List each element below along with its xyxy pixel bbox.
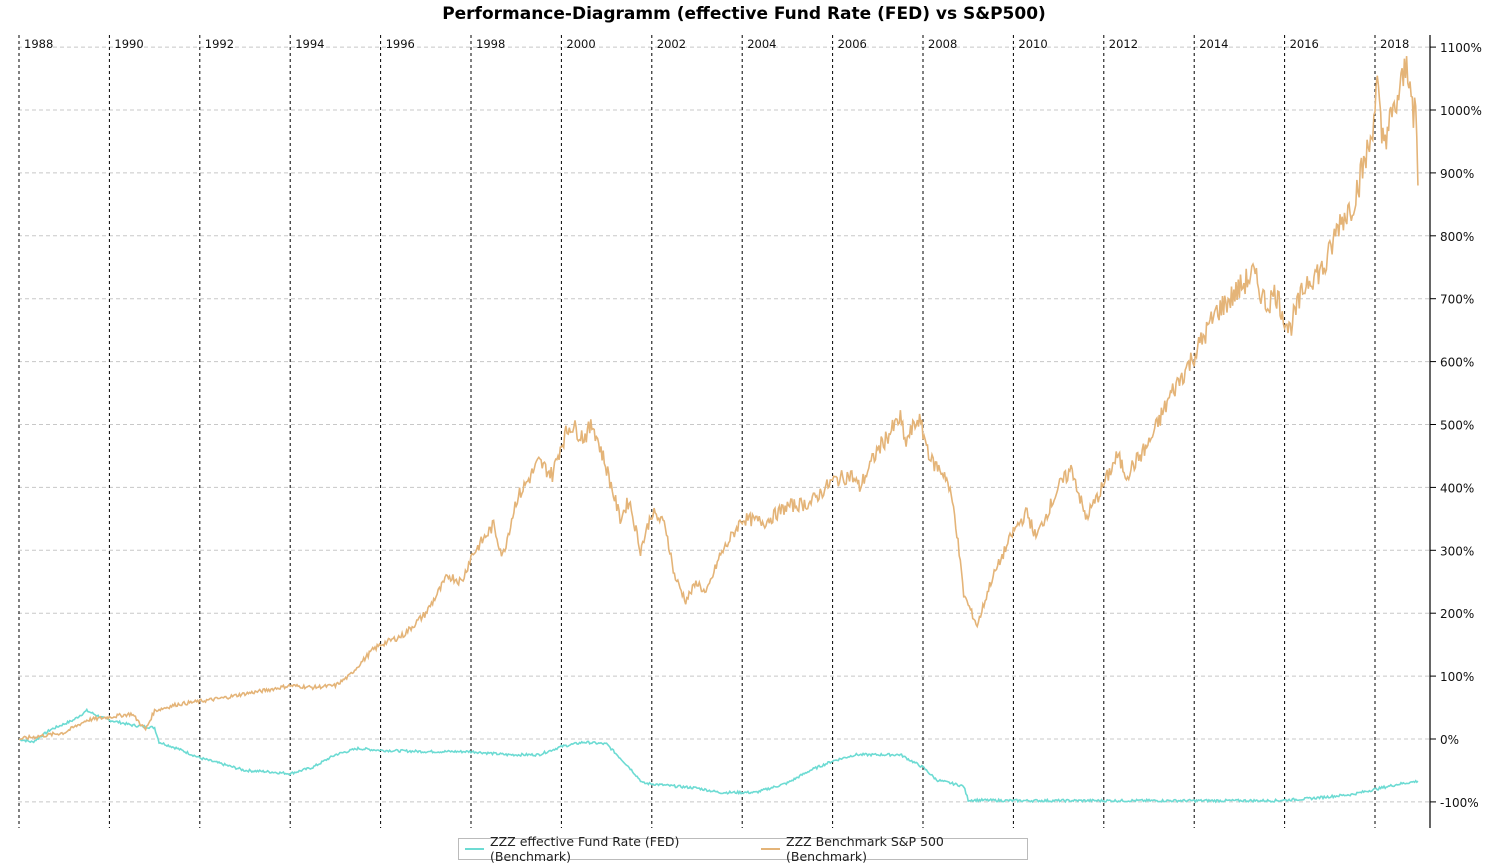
series-line-fed — [18, 707, 1419, 804]
x-tick-label: 1996 — [386, 37, 415, 51]
y-tick-label: -100% — [1440, 796, 1479, 810]
y-tick-label: 600% — [1440, 356, 1474, 370]
legend-label: ZZZ effective Fund Rate (FED) (Benchmark… — [490, 834, 680, 864]
y-tick-label: 1000% — [1440, 104, 1482, 118]
y-tick-label: 400% — [1440, 481, 1474, 495]
y-tick-label: 300% — [1440, 544, 1474, 558]
x-tick-label: 2016 — [1290, 37, 1319, 51]
x-tick-label: 2018 — [1380, 37, 1409, 51]
legend-swatch — [760, 848, 780, 850]
x-tick-label: 2008 — [928, 37, 957, 51]
legend-label: ZZZ Benchmark S&P 500 (Benchmark) — [786, 834, 944, 864]
y-tick-label: 800% — [1440, 230, 1474, 244]
x-tick-label: 1994 — [295, 37, 324, 51]
x-tick-label: 1998 — [476, 37, 505, 51]
legend-swatch — [465, 848, 485, 850]
y-tick-label: 700% — [1440, 293, 1474, 307]
x-tick-label: 2010 — [1018, 37, 1047, 51]
x-tick-label: 2004 — [747, 37, 776, 51]
y-tick-label: 200% — [1440, 607, 1474, 621]
x-tick-label: 2014 — [1199, 37, 1228, 51]
series-line-sp500 — [18, 56, 1419, 741]
y-tick-label: 100% — [1440, 670, 1474, 684]
y-tick-label: 0% — [1440, 733, 1459, 747]
y-tick-label: 1100% — [1440, 41, 1482, 55]
x-tick-label: 2006 — [838, 37, 867, 51]
x-tick-label: 1988 — [24, 37, 53, 51]
x-tick-label: 2012 — [1109, 37, 1138, 51]
chart-title: Performance-Diagramm (effective Fund Rat… — [442, 4, 1046, 24]
x-tick-label: 2002 — [657, 37, 686, 51]
x-tick-label: 1990 — [114, 37, 143, 51]
x-tick-label: 1992 — [205, 37, 234, 51]
legend: ZZZ effective Fund Rate (FED) (Benchmark… — [458, 834, 1028, 864]
y-tick-label: 900% — [1440, 167, 1474, 181]
y-tick-label: 500% — [1440, 419, 1474, 433]
legend-item-fed: ZZZ effective Fund Rate (FED) (Benchmark… — [465, 834, 751, 864]
x-tick-label: 2000 — [566, 37, 595, 51]
legend-item-sp500: ZZZ Benchmark S&P 500 (Benchmark) — [760, 834, 1017, 864]
